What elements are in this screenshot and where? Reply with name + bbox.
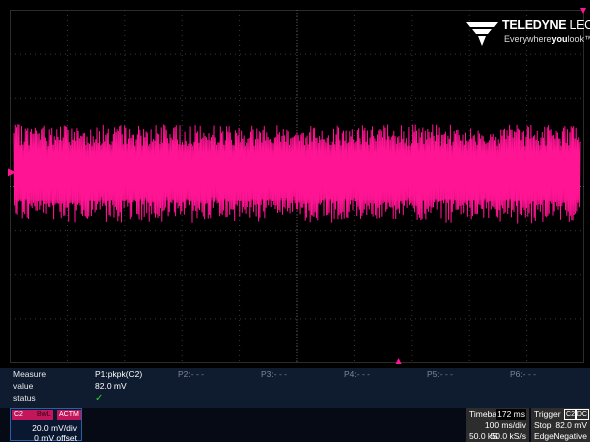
param-p5[interactable]: P5:- - -: [427, 369, 453, 379]
measure-panel: Measure P1:pkpk(C2) P2:- - - P3:- - - P4…: [0, 368, 590, 408]
trigger-position-marker-icon[interactable]: [395, 358, 402, 364]
teledyne-logo-icon: [466, 22, 498, 46]
teledyne-lecroy-logo: TELEDYNE LECROY Everywhereyoulook™: [464, 14, 590, 54]
status-bar: C2 BwL ACTM 20.0 mV/div 0 mV offset Time…: [0, 408, 590, 443]
timebase-delay: 172 ms: [496, 409, 526, 420]
trigger-source-badge: C2: [564, 409, 577, 420]
param-p6[interactable]: P6:- - -: [510, 369, 536, 379]
p1-value: 82.0 mV: [95, 381, 127, 391]
measure-header-row: Measure P1:pkpk(C2) P2:- - - P3:- - - P4…: [0, 369, 590, 380]
measure-status-row: status ✓: [0, 393, 590, 404]
measure-label: Measure: [13, 369, 47, 379]
check-icon: ✓: [95, 393, 104, 404]
trigger-coupling-badge: DC: [574, 409, 589, 420]
c2-offset-marker-icon[interactable]: [8, 168, 16, 177]
timebase-samples: 50.0 kS: [469, 431, 498, 441]
coupling-badge: ACTM: [57, 410, 81, 420]
param-p2[interactable]: P2:- - -: [178, 369, 204, 379]
waveform-display: [8, 8, 586, 364]
value-label: value: [13, 381, 34, 391]
trigger-mode: Stop: [534, 420, 552, 430]
bandwidth-limit-badge: BwL: [35, 410, 53, 420]
timebase-scale: 100 ms/div: [484, 420, 526, 430]
timebase-sample-rate: 50.0 kS/s: [490, 431, 526, 441]
channel-name-badge: C2: [12, 410, 38, 420]
trace-envelope: [14, 150, 580, 201]
measure-value-row: value 82.0 mV: [0, 381, 590, 392]
brand-tagline: Everywhereyoulook™: [504, 34, 590, 44]
trigger-level: 82.0 mV: [555, 420, 587, 430]
brand-name: TELEDYNE LECROY: [502, 18, 590, 32]
trigger-slope: Negative: [553, 431, 587, 441]
trigger-title: Trigger: [534, 409, 561, 419]
channel-c2-trace: [13, 124, 581, 224]
timebase-descriptor[interactable]: Timebase 172 ms 100 ms/div 50.0 kS 50.0 …: [466, 408, 529, 442]
trigger-descriptor[interactable]: Trigger C2 DC Stop 82.0 mV Edge Negative: [531, 408, 590, 442]
timebase-title: Timebase: [469, 409, 507, 419]
channel-c2-descriptor[interactable]: C2 BwL ACTM 20.0 mV/div 0 mV offset: [10, 408, 82, 443]
trigger-level-marker-icon[interactable]: [580, 8, 586, 14]
param-p1[interactable]: P1:pkpk(C2): [95, 369, 143, 379]
param-p3[interactable]: P3:- - -: [261, 369, 287, 379]
trigger-type: Edge: [534, 431, 554, 441]
status-label: status: [13, 393, 36, 403]
param-p4[interactable]: P4:- - -: [344, 369, 370, 379]
vertical-offset: 0 mV offset: [34, 433, 77, 443]
vertical-scale: 20.0 mV/div: [32, 423, 77, 433]
